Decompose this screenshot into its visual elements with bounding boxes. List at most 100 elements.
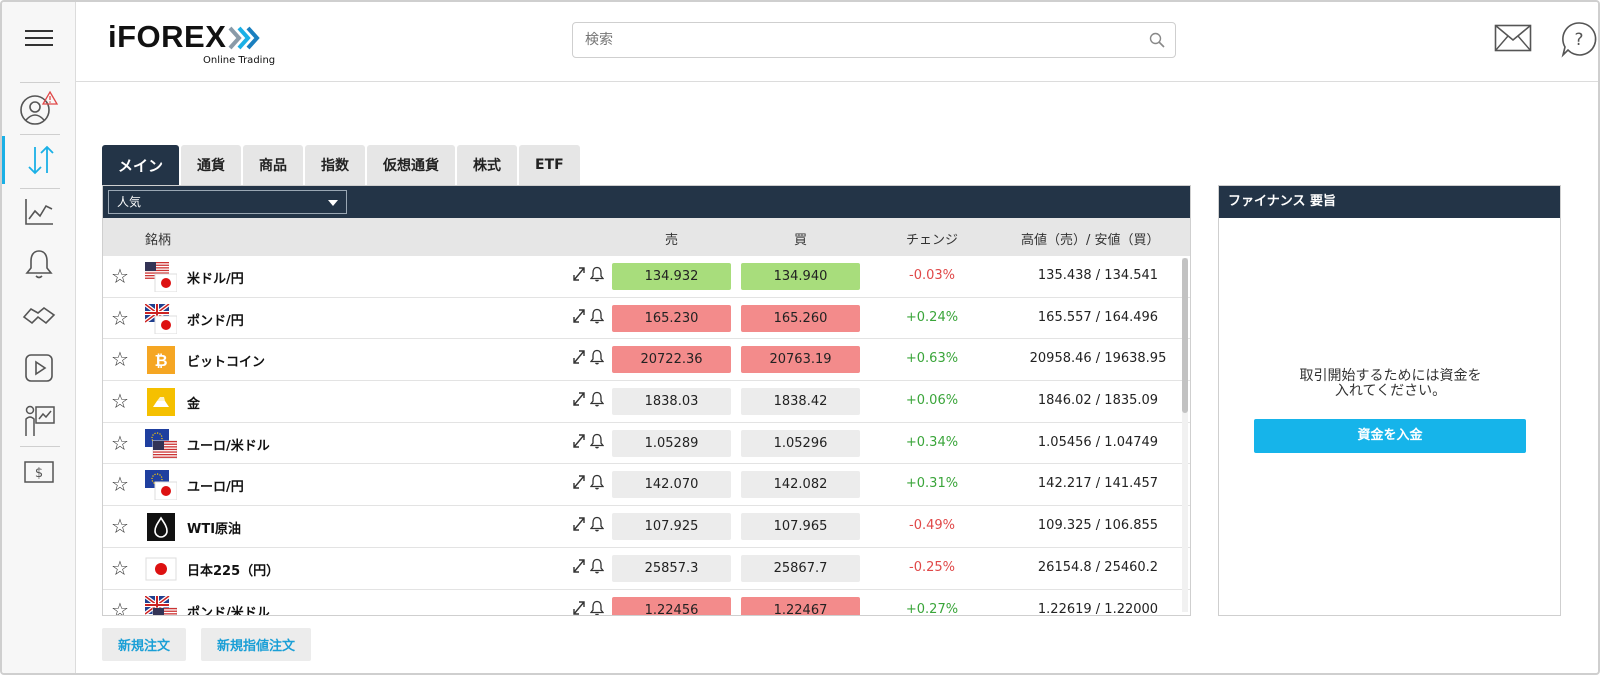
buy-price-button[interactable]: 1.05296	[741, 429, 860, 457]
bell-alert-icon[interactable]	[590, 308, 604, 324]
bell-icon[interactable]	[2, 240, 76, 288]
star-icon[interactable]: ☆	[111, 389, 129, 414]
bell-alert-icon[interactable]	[590, 600, 604, 616]
search-input[interactable]	[573, 23, 1133, 57]
expand-chart-icon[interactable]	[572, 391, 586, 407]
buy-price-button[interactable]: 20763.19	[741, 346, 860, 374]
expand-chart-icon[interactable]	[572, 600, 586, 616]
trade-arrows-icon[interactable]	[2, 136, 76, 184]
instrument-flag-icon	[145, 470, 177, 501]
star-icon[interactable]: ☆	[111, 514, 129, 539]
tab-1[interactable]: 通貨	[181, 145, 242, 185]
col-change: チェンジ	[906, 233, 959, 248]
search-box[interactable]	[572, 22, 1176, 58]
bell-alert-icon[interactable]	[590, 349, 604, 365]
high-low-value: 26154.8 / 25460.2	[1037, 559, 1159, 575]
star-icon[interactable]: ☆	[111, 597, 129, 616]
category-tabs: メイン 通貨 商品 指数 仮想通貨 株式 ETF	[102, 145, 582, 185]
table-row[interactable]: ☆ WTI原油 107.925 107.965 -0.49% 109.325 / 106.…	[103, 506, 1190, 548]
scrollbar[interactable]	[1182, 258, 1188, 612]
sell-price-button[interactable]: 1.22456	[612, 596, 731, 615]
sell-price-button[interactable]: 107.925	[612, 513, 731, 541]
table-row[interactable]: ☆ ポンド/円 165.230 165.260 +0.24% 165.557 / 164.…	[103, 297, 1190, 340]
account-icon[interactable]	[2, 84, 76, 132]
buy-price-button[interactable]: 165.260	[741, 304, 860, 332]
expand-chart-icon[interactable]	[572, 474, 586, 490]
expand-chart-icon[interactable]	[572, 266, 586, 282]
chart-icon[interactable]	[2, 188, 76, 236]
star-icon[interactable]: ☆	[111, 264, 129, 288]
bell-alert-icon[interactable]	[590, 558, 604, 574]
analyst-chart-icon[interactable]	[2, 396, 76, 444]
instrument-name[interactable]: ポンド/円	[187, 313, 244, 329]
star-icon[interactable]: ☆	[111, 472, 129, 497]
chevron-down-icon	[328, 200, 338, 206]
new-limit-order-button[interactable]: 新規指値注文	[201, 628, 312, 661]
filter-dropdown[interactable]: 人気	[108, 190, 347, 214]
deposit-dollar-icon[interactable]: $	[2, 448, 76, 496]
expand-chart-icon[interactable]	[572, 308, 586, 324]
instrument-name[interactable]: 金	[187, 397, 201, 413]
table-row[interactable]: ☆ ₿ ビットコイン 20722.36 20763.19 +0.63% 20958.46 /…	[103, 339, 1190, 382]
row-tools	[572, 308, 604, 324]
expand-chart-icon[interactable]	[572, 433, 586, 449]
order-buttons: 新規注文 新規指値注文	[102, 628, 312, 661]
iforex-logo[interactable]: iFOREX Online Trading	[108, 20, 275, 67]
instrument-name[interactable]: ユーロ/米ドル	[187, 438, 270, 454]
bell-alert-icon[interactable]	[590, 433, 604, 449]
sell-price-button[interactable]: 20722.36	[612, 346, 731, 374]
expand-chart-icon[interactable]	[572, 516, 586, 532]
sell-price-button[interactable]: 165.230	[612, 304, 731, 332]
instrument-name[interactable]: WTI原油	[187, 522, 242, 538]
table-row[interactable]: ☆ 日本225（円） 25857.3 25867.7 -0.25% 26154.8 / 2…	[103, 547, 1190, 590]
table-row[interactable]: ☆ 米ドル/円 134.932 134.940 -0.03% 135.438 / 134.…	[103, 256, 1190, 298]
sell-price-button[interactable]: 1.05289	[612, 429, 731, 457]
tab-2[interactable]: 商品	[243, 145, 304, 185]
star-icon[interactable]: ☆	[111, 347, 129, 372]
bell-alert-icon[interactable]	[590, 266, 604, 282]
instrument-flag-icon: ₿	[147, 346, 175, 375]
new-order-button[interactable]: 新規注文	[102, 628, 187, 661]
buy-price-button[interactable]: 1.22467	[741, 596, 860, 615]
expand-chart-icon[interactable]	[572, 349, 586, 365]
star-icon[interactable]: ☆	[111, 305, 129, 330]
deposit-button[interactable]: 資金を入金	[1254, 419, 1526, 453]
hamburger-menu-icon[interactable]	[2, 14, 76, 62]
mail-icon[interactable]	[1494, 24, 1532, 56]
table-row[interactable]: ☆ ポンド/米ドル 1.22456 1.22467 +0.27% 1.22619 / 1.…	[103, 589, 1190, 616]
tab-0[interactable]: メイン	[102, 145, 180, 185]
sell-price-button[interactable]: 25857.3	[612, 554, 731, 582]
table-row[interactable]: ☆ ユーロ/円 142.070 142.082 +0.31% 142.217 / 141.…	[103, 464, 1190, 507]
bell-alert-icon[interactable]	[590, 474, 604, 490]
instrument-name[interactable]: 米ドル/円	[187, 272, 244, 287]
search-icon[interactable]	[1149, 32, 1165, 52]
sell-price-button[interactable]: 142.070	[612, 471, 731, 499]
tab-5[interactable]: 株式	[457, 145, 518, 185]
video-play-icon[interactable]	[2, 344, 76, 392]
help-icon[interactable]: ?	[1560, 20, 1598, 62]
buy-price-button[interactable]: 107.965	[741, 513, 860, 541]
bell-alert-icon[interactable]	[590, 391, 604, 407]
expand-chart-icon[interactable]	[572, 558, 586, 574]
bell-alert-icon[interactable]	[590, 516, 604, 532]
tab-3[interactable]: 指数	[305, 145, 366, 185]
instrument-name[interactable]: ポンド/米ドル	[187, 605, 270, 616]
buy-price-button[interactable]: 25867.7	[741, 554, 860, 582]
table-row[interactable]: ☆ ユーロ/米ドル 1.05289 1.05296 +0.34% 1.05456 / 1.…	[103, 422, 1190, 465]
sell-price-button[interactable]: 134.932	[612, 263, 731, 290]
instrument-name[interactable]: ユーロ/円	[187, 480, 244, 496]
sell-price-button[interactable]: 1838.03	[612, 388, 731, 416]
scrollbar-thumb[interactable]	[1182, 258, 1188, 413]
star-icon[interactable]: ☆	[111, 555, 129, 580]
instrument-name[interactable]: ビットコイン	[187, 355, 266, 371]
buy-price-button[interactable]: 134.940	[741, 263, 860, 290]
tab-6[interactable]: ETF	[519, 145, 580, 185]
buy-price-button[interactable]: 142.082	[741, 471, 860, 499]
buy-price-button[interactable]: 1838.42	[741, 388, 860, 416]
star-icon[interactable]: ☆	[111, 430, 129, 455]
tab-4[interactable]: 仮想通貨	[367, 145, 456, 185]
high-low-value: 109.325 / 106.855	[1037, 518, 1159, 534]
instrument-name[interactable]: 日本225（円）	[187, 563, 280, 579]
handshake-icon[interactable]	[2, 292, 76, 340]
table-row[interactable]: ☆ 金 1838.03 1838.42 +0.06% 1846.02 / 1835.09	[103, 381, 1190, 423]
